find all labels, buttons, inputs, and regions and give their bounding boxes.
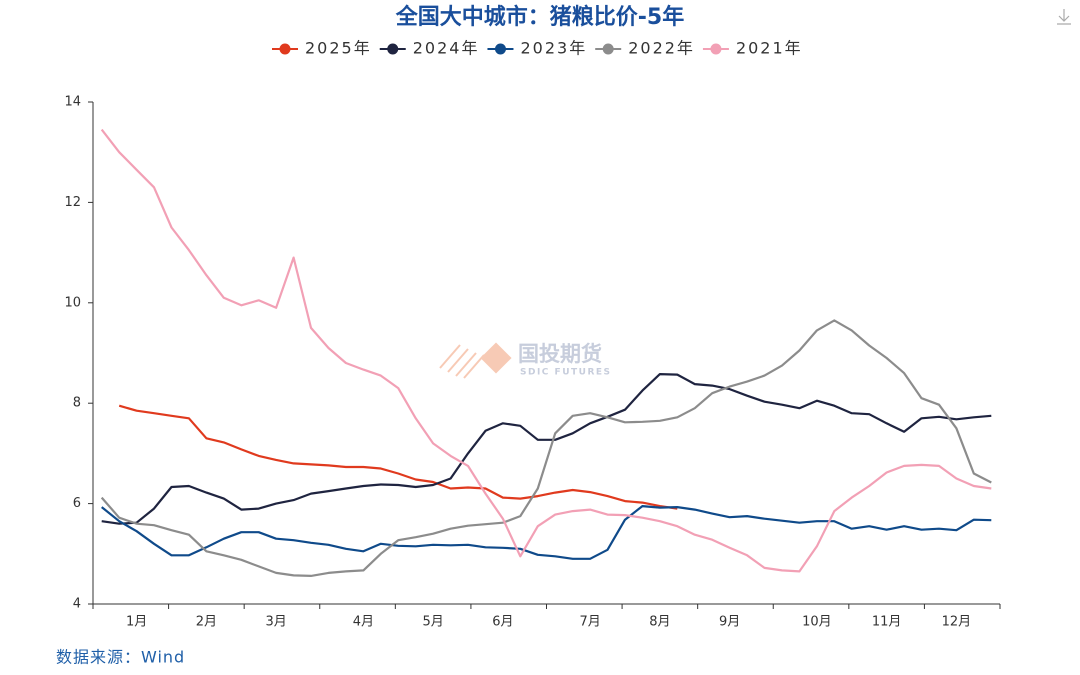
source-note: 数据来源：Wind — [56, 648, 185, 667]
legend-marker — [387, 43, 399, 55]
series-line — [118, 404, 678, 510]
y-tick-label: 4 — [73, 597, 81, 612]
watermark-diamond — [480, 342, 512, 374]
y-tick-label: 14 — [64, 95, 81, 110]
legend-label: 2022年 — [628, 39, 695, 58]
x-tick-label: 5月 — [422, 615, 443, 630]
x-tick-label: 10月 — [802, 615, 832, 630]
series-line — [100, 128, 992, 573]
x-tick-label: 12月 — [942, 615, 972, 630]
y-tick-label: 8 — [73, 396, 81, 411]
series-line — [100, 319, 992, 577]
y-tick-label: 12 — [64, 195, 81, 210]
watermark: 国投期货 SDIC FUTURES — [439, 342, 612, 379]
legend-label: 2023年 — [520, 39, 587, 58]
x-tick-label: 3月 — [266, 615, 287, 630]
watermark-stripe — [439, 344, 461, 369]
x-tick-label: 6月 — [492, 615, 513, 630]
x-tick-label: 4月 — [353, 615, 374, 630]
watermark-stripe — [447, 348, 469, 373]
x-tick-label: 1月 — [126, 615, 147, 630]
x-tick-label: 8月 — [649, 615, 670, 630]
y-tick-label: 6 — [73, 496, 81, 511]
x-tick-label: 7月 — [579, 615, 600, 630]
download-icon[interactable] — [1057, 9, 1071, 25]
legend-label: 2025年 — [305, 39, 372, 58]
legend-marker — [602, 43, 614, 55]
watermark-subtext: SDIC FUTURES — [520, 368, 612, 378]
watermark-text: 国投期货 — [518, 342, 602, 366]
series-line — [101, 505, 992, 560]
legend-marker — [279, 43, 291, 55]
watermark-stripe — [455, 352, 477, 377]
x-tick-label: 9月 — [719, 615, 740, 630]
x-tick-label: 11月 — [872, 615, 902, 630]
legend-label: 2021年 — [736, 39, 803, 58]
x-tick-label: 2月 — [196, 615, 217, 630]
download-glyph[interactable] — [1057, 9, 1071, 25]
legend: 2025年 2024年 2023年 2022年 2021年 — [272, 39, 803, 58]
series-line — [101, 373, 992, 525]
watermark-stripe — [463, 354, 485, 379]
legend-marker — [710, 43, 722, 55]
chart-title: 全国大中城市：猪粮比价-5年 — [395, 4, 684, 30]
y-tick-label: 10 — [64, 295, 81, 310]
legend-marker — [494, 43, 506, 55]
legend-label: 2024年 — [413, 39, 480, 58]
